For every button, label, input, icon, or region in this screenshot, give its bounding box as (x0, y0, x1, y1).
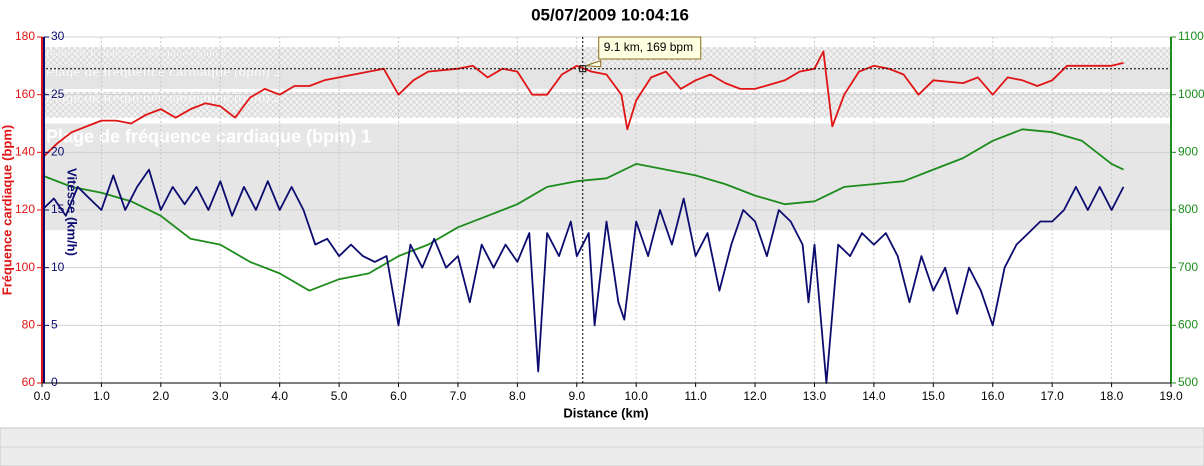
series-line (41, 50, 1124, 159)
x-tick-label: 14.0 (862, 389, 886, 403)
x-tick-label: 4.0 (271, 389, 288, 403)
x-tick-label: 18.0 (1100, 389, 1124, 403)
x-axis-title: Distance (km) (563, 405, 648, 420)
series-line (41, 168, 1125, 384)
y-tick-label: 500 (1178, 375, 1198, 389)
tooltip-pointer (585, 60, 602, 68)
y-tick-label: 5 (51, 318, 58, 332)
hr-zone-label: Plage de fréquence cardiaque (bpm) 2 (46, 90, 281, 105)
x-tick-label: 19.0 (1159, 389, 1183, 403)
y-tick-label: 700 (1178, 260, 1198, 274)
x-tick-label: 16.0 (981, 389, 1005, 403)
tooltip-box (598, 36, 702, 60)
hr-zone-label: Plage de fréquence cardiaque (bpm) 4 (46, 49, 227, 60)
chart-title: 05/07/2009 10:04:16 (531, 5, 689, 24)
y-tick-label: 160 (15, 87, 35, 101)
y-tick-label: 140 (15, 145, 35, 159)
x-tick-label: 1.0 (93, 389, 110, 403)
hr-zone-label: Plage de fréquence cardiaque (bpm) 1 (46, 126, 371, 146)
y-tick-label: 80 (22, 318, 36, 332)
y-tick-label: 10 (51, 260, 65, 274)
y-tick-label: 30 (51, 29, 65, 43)
x-tick-label: 3.0 (212, 389, 229, 403)
axes: 0.0 1.0 2.0 3.0 4.0 5.0 6.0 7.0 8.0 9.0 10.0 11.0 12… (15, 29, 1204, 403)
y-tick-label: 15 (51, 202, 65, 216)
series-line (41, 128, 1124, 292)
y-tick-label: 60 (22, 375, 36, 389)
x-tick-label: 17.0 (1040, 389, 1064, 403)
x-tick-label: 13.0 (803, 389, 827, 403)
y-tick-label: 900 (1178, 145, 1198, 159)
y-tick-label: 600 (1178, 318, 1198, 332)
x-tick-label: 5.0 (331, 389, 348, 403)
x-tick-label: 8.0 (509, 389, 526, 403)
hr-zone (42, 65, 1171, 89)
crosshair-point (579, 65, 587, 73)
y3-axis-title: Vitesse (km/h) (65, 168, 80, 256)
y-tick-label: 120 (15, 202, 35, 216)
x-tick-label: 6.0 (390, 389, 407, 403)
y-tick-label: 100 (15, 260, 35, 274)
x-tick-label: 11.0 (684, 389, 707, 403)
y-tick-label: 800 (1178, 202, 1198, 216)
x-tick-label: 0.0 (34, 389, 51, 403)
lines: 9.1 km, 169 bpm (41, 36, 1171, 384)
x-tick-label: 7.0 (450, 389, 467, 403)
y-tick-label: 180 (15, 29, 35, 43)
y-tick-label: 20 (51, 145, 65, 159)
y-axis-title: Fréquence cardiaque (bpm) (0, 125, 14, 295)
x-tick-label: 9.0 (568, 389, 585, 403)
y-tick-label: 1100 (1178, 29, 1204, 43)
x-tick-label: 2.0 (152, 389, 169, 403)
y-tick-label: 0 (51, 375, 58, 389)
y-tick-label: 25 (51, 87, 65, 101)
zones: Plage de fréquence cardiaque (bpm) 1 Plag… (42, 47, 1171, 231)
x-tick-label: 12.0 (743, 389, 767, 403)
x-tick-label: 10.0 (625, 389, 649, 403)
tooltip-text: 9.1 km, 169 bpm (604, 40, 693, 54)
y-tick-label: 1000 (1178, 87, 1204, 101)
hr-zone-label: Plage de fréquence cardiaque (bpm) 3 (46, 64, 281, 79)
x-tick-label: 15.0 (922, 389, 946, 403)
